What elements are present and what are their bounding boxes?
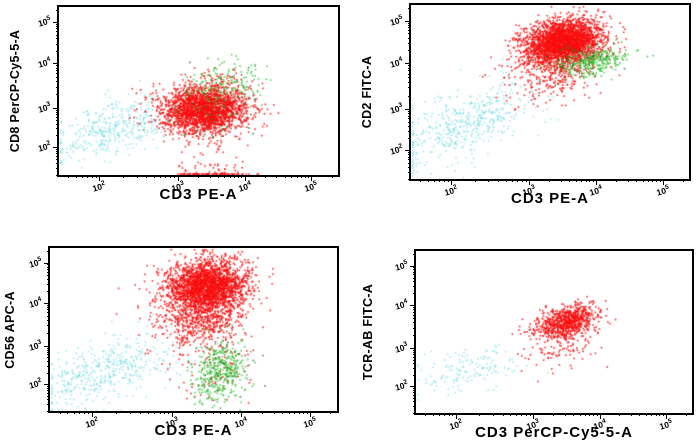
plot-area: 102 103 104 105 102 103 104 105 TCR-AB FITC-A … <box>361 249 694 441</box>
flow-plot-cd2-vs-cd3: 102 103 104 105 102 103 104 105 CD2 FITC-A CD3… <box>347 0 697 224</box>
x-axis-label: CD3 PE-A <box>154 422 233 439</box>
y-axis-label: CD2 FITC-A <box>360 55 374 129</box>
flow-plot-cd8-vs-cd3: 102 103 104 105 102 103 104 105 CD8 PerCP-Cy5-… <box>0 0 348 224</box>
y-axis-label: CD8 PerCP-Cy5-5-A <box>8 29 22 153</box>
scatter-canvas <box>50 248 337 411</box>
y-axis-ticks: 102 103 104 105 <box>381 3 411 181</box>
x-axis-label: CD3 PE-A <box>159 186 238 203</box>
plot-area: 102 103 104 105 102 103 104 105 CD2 FITC-A CD3… <box>360 3 691 207</box>
flow-plot-tcrab-vs-cd3: 102 103 104 105 102 103 104 105 TCR-AB FITC-A … <box>347 224 697 448</box>
y-axis-ticks: 102 103 104 105 <box>29 5 59 177</box>
x-axis-label: CD3 PerCP-Cy5-5-A <box>475 424 633 441</box>
y-axis-label: CD56 APC-A <box>3 290 17 369</box>
scatter-canvas <box>59 7 338 175</box>
plot-area: 102 103 104 105 102 103 104 105 CD8 PerCP-Cy5-… <box>8 5 340 203</box>
x-axis-ticks: 102 103 104 105 <box>57 175 340 199</box>
x-axis-label: CD3 PE-A <box>510 190 589 207</box>
y-axis-label: TCR-AB FITC-A <box>361 283 375 381</box>
y-axis-ticks: 102 103 104 105 <box>386 249 416 415</box>
x-axis-ticks: 102 103 104 105 <box>48 411 339 435</box>
x-axis-ticks: 102 103 104 105 <box>409 179 691 203</box>
flow-plot-cd56-vs-cd3: 102 103 104 105 102 103 104 105 CD56 APC-A CD3… <box>0 224 348 448</box>
plot-area: 102 103 104 105 102 103 104 105 CD56 APC-A CD3… <box>3 246 339 439</box>
scatter-canvas <box>411 5 689 179</box>
x-axis-ticks: 102 103 104 105 <box>414 413 694 437</box>
y-axis-ticks: 102 103 104 105 <box>20 246 50 413</box>
scatter-canvas <box>416 251 692 413</box>
